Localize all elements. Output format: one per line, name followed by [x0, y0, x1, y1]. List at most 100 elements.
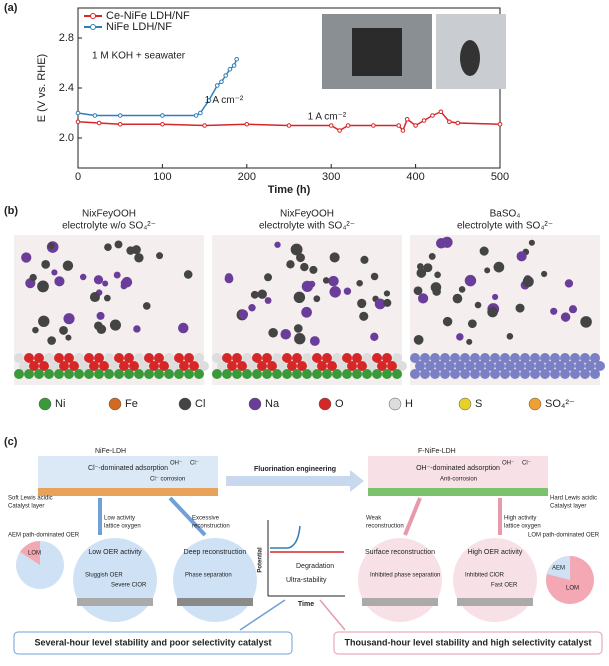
sim-atom	[541, 270, 548, 278]
legend-label: O	[335, 398, 344, 410]
branch-label: lattice oxygen	[504, 524, 541, 530]
sim-title: electrolyte with SO₄²⁻	[457, 221, 553, 232]
sim-atom	[133, 325, 141, 333]
sim-atom	[440, 353, 450, 363]
x-tick-label: 400	[406, 171, 424, 183]
sim-atom	[290, 243, 303, 256]
sim-atom	[54, 353, 64, 363]
series-line	[77, 58, 238, 117]
sim-atom	[301, 306, 312, 318]
legend-label: Na	[265, 398, 280, 410]
sim-atom	[274, 241, 281, 248]
branch-arrow	[403, 497, 422, 536]
sim-atom	[425, 361, 435, 371]
legend-label: Cl	[195, 398, 205, 410]
sim-atom	[490, 369, 500, 379]
sim-atom	[430, 369, 440, 379]
data-point	[244, 121, 250, 127]
sim-atom	[372, 353, 382, 363]
sim-atom	[382, 353, 392, 363]
sim-atom	[267, 361, 277, 371]
data-point	[447, 119, 452, 125]
sim-atom	[262, 353, 272, 363]
summary-box	[13, 631, 293, 655]
adsorption: Cl⁻-dominated adsorption	[88, 465, 168, 472]
circle-note: Fast OER	[491, 583, 518, 589]
x-tick-label: 500	[491, 171, 509, 183]
sim-atom	[487, 306, 498, 318]
sim-atom	[79, 361, 89, 371]
sim-atom	[238, 309, 249, 320]
legend-label: S	[475, 398, 482, 410]
sim-atom	[302, 369, 312, 379]
summary: Several-hour level stability and poor se…	[34, 637, 271, 647]
sim-title: electrolyte with SO₄²⁻	[259, 221, 355, 232]
panel-label: (c)	[4, 436, 18, 448]
sim-atom	[397, 361, 407, 371]
sim-atom	[420, 353, 430, 363]
sim-atom	[413, 286, 423, 296]
sim-atom	[590, 353, 600, 363]
y-tick-label: 2.0	[59, 132, 74, 144]
sim-atom	[480, 369, 490, 379]
sim-atom	[103, 294, 111, 302]
x-tick-label: 0	[75, 171, 81, 183]
sim-atom	[357, 361, 367, 371]
sim-atom	[383, 298, 392, 307]
catalyst-layer	[368, 488, 548, 496]
sim-atom	[332, 369, 342, 379]
sim-atom	[416, 268, 427, 278]
sim-atom	[347, 361, 357, 371]
sim-atom	[410, 369, 420, 379]
data-point	[227, 66, 233, 72]
data-point	[198, 110, 203, 116]
sim-atom	[359, 311, 369, 321]
sim-atom	[199, 361, 209, 371]
sim-atom	[377, 361, 387, 371]
sim-atom	[356, 279, 363, 287]
sim-atom	[490, 353, 500, 363]
sim-atom	[114, 240, 123, 249]
sim-atom	[450, 369, 460, 379]
sim-atom	[124, 369, 134, 379]
legend-label: NiFe LDH/NF	[106, 21, 172, 33]
sim-atom	[237, 361, 247, 371]
sim-atom	[38, 315, 50, 328]
sim-atom	[104, 243, 112, 252]
sim-atom	[466, 338, 473, 345]
sim-atom	[126, 246, 135, 255]
sim-atom	[242, 369, 252, 379]
circle-title: High OER activity	[468, 549, 523, 556]
sim-atom	[460, 353, 470, 363]
sim-atom	[252, 369, 262, 379]
sim-atom	[113, 271, 121, 279]
sim-atom	[29, 361, 39, 371]
legend-label: Ce-NiFe LDH/NF	[106, 10, 190, 22]
sim-atom	[39, 361, 49, 371]
surface	[177, 598, 253, 606]
sim-atom	[387, 361, 397, 371]
sim-atom	[590, 369, 600, 379]
data-point	[75, 119, 81, 125]
sim-atom	[109, 361, 119, 371]
sim-atom	[560, 353, 570, 363]
sim-atom	[89, 361, 99, 371]
sim-atom	[506, 333, 514, 340]
sim-atom	[516, 251, 527, 262]
sim-atom	[370, 272, 379, 281]
sim-atom	[51, 269, 58, 276]
branch-label: reconstruction	[366, 524, 404, 530]
sim-atom	[515, 303, 525, 313]
sim-atom	[217, 361, 227, 371]
sim-atom	[301, 280, 314, 293]
sim-atom	[119, 361, 129, 371]
sim-atom	[142, 302, 151, 310]
sim-atom	[164, 353, 174, 363]
sim-atom	[212, 369, 222, 379]
sim-atom	[104, 369, 114, 379]
sim-atom	[277, 361, 287, 371]
sim-atom	[227, 361, 237, 371]
data-point	[413, 123, 418, 128]
sim-atom	[222, 369, 232, 379]
sim-atom	[545, 361, 555, 371]
